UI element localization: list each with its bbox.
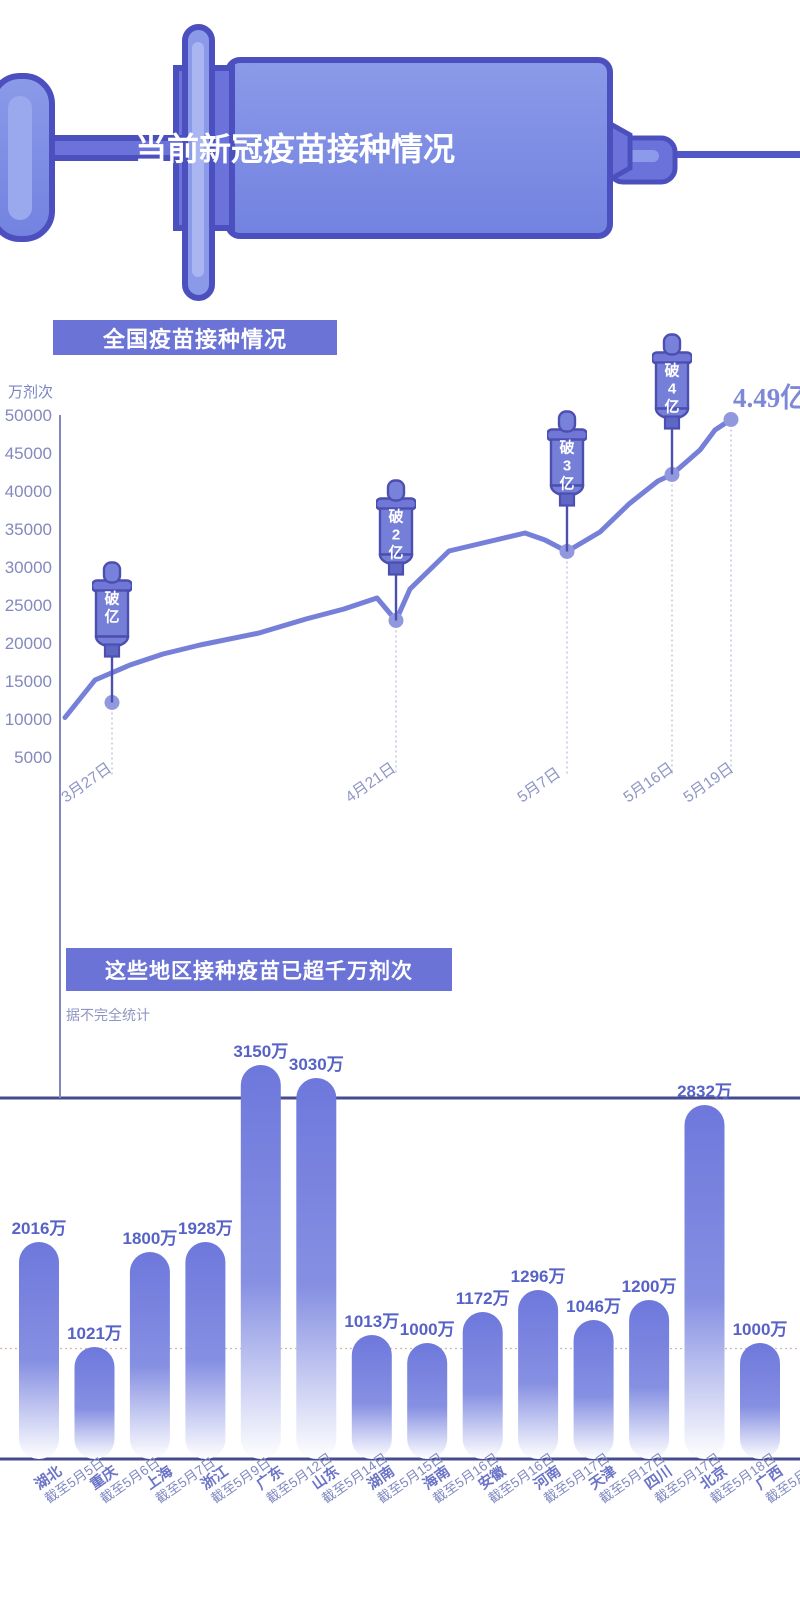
- svg-text:5月16日: 5月16日: [621, 760, 677, 807]
- svg-text:破: 破: [104, 590, 119, 608]
- svg-text:2832万: 2832万: [677, 1082, 732, 1101]
- svg-text:10000: 10000: [5, 710, 52, 729]
- svg-text:1046万: 1046万: [566, 1297, 621, 1316]
- svg-text:45000: 45000: [5, 444, 52, 463]
- svg-text:20000: 20000: [5, 634, 52, 653]
- svg-text:5月7日: 5月7日: [515, 765, 564, 807]
- svg-text:1000万: 1000万: [733, 1320, 788, 1339]
- svg-text:1800万: 1800万: [122, 1229, 177, 1248]
- svg-text:1013万: 1013万: [344, 1312, 399, 1331]
- svg-text:破: 破: [664, 362, 679, 380]
- svg-text:30000: 30000: [5, 558, 52, 577]
- svg-text:3030万: 3030万: [289, 1055, 344, 1074]
- svg-text:35000: 35000: [5, 520, 52, 539]
- svg-text:3月27日: 3月27日: [59, 760, 115, 807]
- svg-text:25000: 25000: [5, 596, 52, 615]
- svg-text:4月21日: 4月21日: [343, 760, 399, 807]
- svg-text:5月19日: 5月19日: [681, 760, 737, 807]
- svg-text:1000万: 1000万: [400, 1320, 455, 1339]
- svg-text:3150万: 3150万: [233, 1042, 288, 1061]
- svg-text:亿: 亿: [104, 608, 119, 626]
- svg-text:4: 4: [668, 381, 677, 398]
- svg-text:40000: 40000: [5, 482, 52, 501]
- svg-text:2016万: 2016万: [12, 1219, 67, 1238]
- svg-text:1928万: 1928万: [178, 1219, 233, 1238]
- svg-text:亿: 亿: [388, 544, 403, 562]
- svg-text:1021万: 1021万: [67, 1324, 122, 1343]
- svg-text:破: 破: [559, 439, 574, 457]
- svg-text:4.49亿: 4.49亿: [733, 383, 800, 413]
- svg-text:1172万: 1172万: [456, 1289, 510, 1308]
- svg-text:50000: 50000: [5, 406, 52, 425]
- svg-text:亿: 亿: [559, 475, 574, 493]
- svg-text:破: 破: [388, 508, 403, 526]
- svg-text:2: 2: [392, 527, 400, 544]
- svg-text:1296万: 1296万: [511, 1267, 566, 1286]
- svg-text:5000: 5000: [14, 748, 52, 767]
- svg-text:3: 3: [563, 458, 571, 475]
- svg-text:当前新冠疫苗接种情况: 当前新冠疫苗接种情况: [135, 131, 455, 167]
- svg-text:亿: 亿: [664, 398, 679, 416]
- svg-text:1200万: 1200万: [622, 1277, 677, 1296]
- svg-text:15000: 15000: [5, 672, 52, 691]
- svg-text:万剂次: 万剂次: [8, 384, 53, 401]
